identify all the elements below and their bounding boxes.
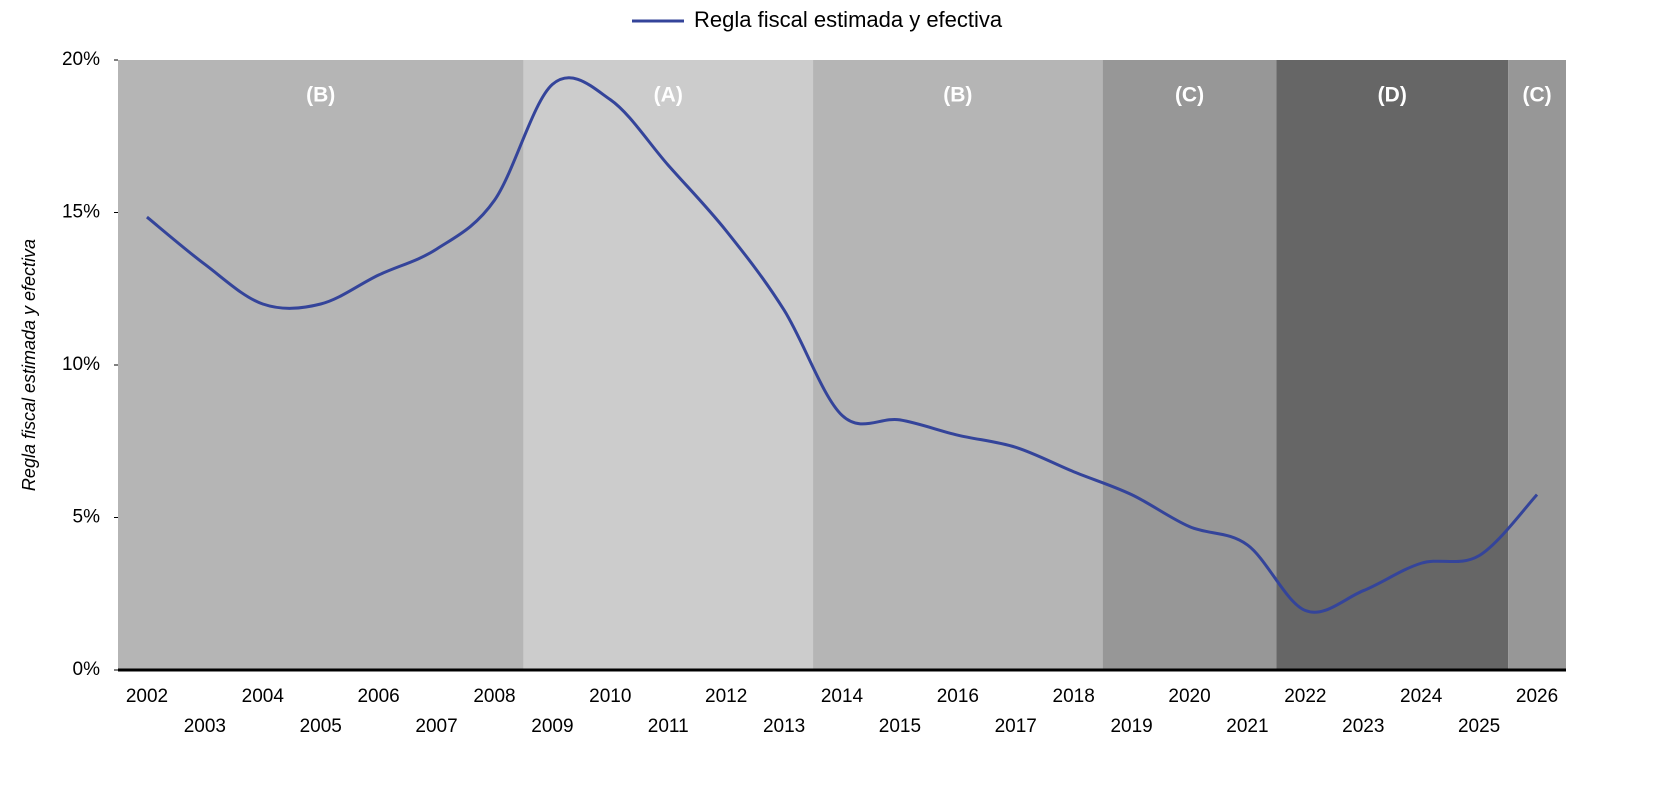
y-tick-label: 10% <box>62 354 100 375</box>
region-label: (D) <box>1378 84 1407 107</box>
x-tick-label: 2020 <box>1168 686 1210 707</box>
y-tick-label: 15% <box>62 202 100 223</box>
x-tick-label: 2012 <box>705 686 747 707</box>
x-tick-label: 2014 <box>821 686 864 707</box>
x-tick-label: 2016 <box>937 686 979 707</box>
x-tick-label: 2018 <box>1053 686 1095 707</box>
x-tick-label: 2004 <box>242 686 285 707</box>
y-tick-label: 5% <box>73 507 101 528</box>
x-tick-label: 2024 <box>1400 686 1443 707</box>
x-tick-label: 2023 <box>1342 716 1384 737</box>
region-label: (A) <box>654 84 683 107</box>
x-tick-label: 2021 <box>1226 716 1268 737</box>
x-tick-label: 2006 <box>357 686 399 707</box>
region-label: (B) <box>943 84 972 107</box>
x-tick-label: 2010 <box>589 686 631 707</box>
region-label: (C) <box>1175 84 1204 107</box>
x-tick-label: 2007 <box>415 716 457 737</box>
line <box>146 76 1539 614</box>
x-tick-label: 2009 <box>531 716 573 737</box>
x-tick-label: 2026 <box>1516 686 1558 707</box>
region <box>1102 60 1277 670</box>
region-label: (C) <box>1522 84 1551 107</box>
x-tick-label: 2019 <box>1110 716 1152 737</box>
x-tick-label: 2025 <box>1458 716 1500 737</box>
x-tick-label: 2022 <box>1284 686 1326 707</box>
region-label: (B) <box>306 84 335 107</box>
region <box>1508 60 1566 670</box>
region <box>813 60 1103 670</box>
y-tick-label: 20% <box>62 49 100 70</box>
y-tick-label: 0% <box>73 659 101 680</box>
x-tick-label: 2017 <box>995 716 1037 737</box>
region <box>1276 60 1509 670</box>
x-tick-label: 2003 <box>184 716 226 737</box>
y-axis-label: Regla fiscal estimada y efectiva <box>19 239 39 491</box>
x-tick-label: 2008 <box>473 686 515 707</box>
region <box>523 60 814 670</box>
x-tick-label: 2011 <box>648 716 689 737</box>
x-tick-label: 2005 <box>300 716 342 737</box>
x-tick-label: 2013 <box>763 716 805 737</box>
region <box>118 60 524 670</box>
x-tick-label: 2015 <box>879 716 921 737</box>
x-tick-label: 2002 <box>126 686 168 707</box>
legend-label: Regla fiscal estimada y efectiva <box>694 7 1003 32</box>
